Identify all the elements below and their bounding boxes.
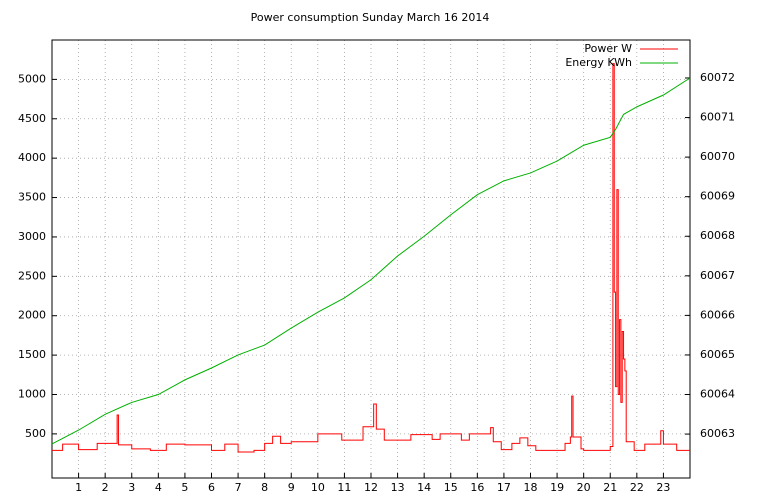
x-tick-label: 10 bbox=[311, 481, 325, 494]
x-tick-label: 15 bbox=[444, 481, 458, 494]
x-tick-label: 23 bbox=[656, 481, 670, 494]
y2-tick-label: 60066 bbox=[700, 308, 735, 321]
x-tick-label: 22 bbox=[630, 481, 644, 494]
y-tick-label: 1000 bbox=[18, 387, 46, 400]
x-tick-label: 7 bbox=[235, 481, 242, 494]
x-tick-label: 20 bbox=[577, 481, 591, 494]
plot-frame bbox=[51, 39, 691, 479]
x-tick-label: 13 bbox=[391, 481, 405, 494]
legend-label: Power W bbox=[584, 42, 632, 55]
x-tick-label: 9 bbox=[288, 481, 295, 494]
y-tick-label: 2500 bbox=[18, 269, 46, 282]
y-tick-label: 500 bbox=[25, 427, 46, 440]
x-tick-label: 19 bbox=[550, 481, 564, 494]
x-tick-label: 6 bbox=[208, 481, 215, 494]
y-tick-label: 5000 bbox=[18, 72, 46, 85]
chart-title: Power consumption Sunday March 16 2014 bbox=[251, 11, 490, 24]
y2-tick-label: 60069 bbox=[700, 190, 735, 203]
x-tick-label: 1 bbox=[75, 481, 82, 494]
x-tick-label: 12 bbox=[364, 481, 378, 494]
data-line bbox=[51, 77, 691, 445]
x-tick-label: 5 bbox=[181, 481, 188, 494]
y2-tick-label: 60064 bbox=[700, 388, 735, 401]
y-tick-label: 1500 bbox=[18, 348, 46, 361]
y-tick-label: 2000 bbox=[18, 309, 46, 322]
y-tick-label: 3500 bbox=[18, 191, 46, 204]
x-tick-label: 16 bbox=[470, 481, 484, 494]
y-tick-label: 4000 bbox=[18, 151, 46, 164]
data-line bbox=[52, 63, 690, 453]
y2-tick-label: 60065 bbox=[700, 348, 735, 361]
legend-label: Energy KWh bbox=[565, 56, 632, 69]
x-tick-label: 3 bbox=[128, 481, 135, 494]
y-tick-label: 4500 bbox=[18, 112, 46, 125]
y2-tick-label: 60071 bbox=[700, 111, 735, 124]
y2-tick-label: 60063 bbox=[700, 427, 735, 440]
x-tick-label: 2 bbox=[102, 481, 109, 494]
y2-tick-label: 60072 bbox=[700, 71, 735, 84]
x-tick-label: 17 bbox=[497, 481, 511, 494]
x-tick-label: 18 bbox=[524, 481, 538, 494]
y2-tick-label: 60070 bbox=[700, 150, 735, 163]
y2-tick-label: 60068 bbox=[700, 229, 735, 242]
x-tick-label: 11 bbox=[337, 481, 351, 494]
y2-tick-label: 60067 bbox=[700, 269, 735, 282]
x-tick-label: 4 bbox=[155, 481, 162, 494]
x-tick-label: 21 bbox=[603, 481, 617, 494]
x-tick-label: 14 bbox=[417, 481, 431, 494]
y-tick-label: 3000 bbox=[18, 230, 46, 243]
x-tick-label: 8 bbox=[261, 481, 268, 494]
